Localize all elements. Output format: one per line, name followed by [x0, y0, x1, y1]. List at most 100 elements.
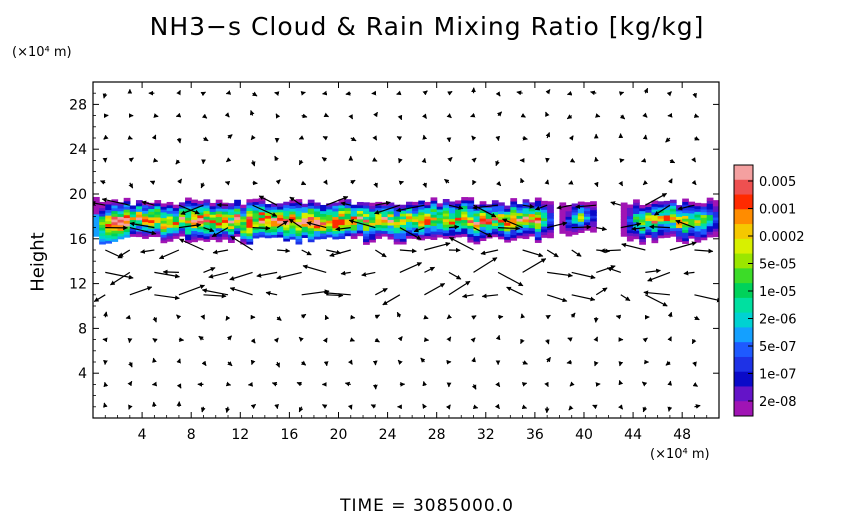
- cloud-cell: [682, 209, 689, 214]
- cloud-cell: [326, 211, 333, 216]
- cloud-cell: [344, 210, 352, 214]
- cloud-cell: [160, 225, 168, 230]
- cloud-cell: [694, 202, 702, 207]
- cloud-cell: [473, 218, 481, 222]
- cloud-cell: [504, 216, 511, 221]
- cloud-cell: [534, 233, 542, 238]
- cloud-cell: [258, 206, 266, 210]
- cloud-cell: [301, 217, 309, 222]
- cloud-cell: [633, 232, 640, 237]
- cloud-cell: [185, 200, 192, 204]
- wind-arrow: [200, 182, 206, 189]
- cloud-cell: [240, 232, 248, 237]
- wind-arrow: [448, 280, 471, 296]
- wind-arrow: [645, 192, 668, 206]
- wind-arrow: [472, 404, 479, 410]
- cloud-cell: [626, 212, 634, 217]
- wind-arrow: [208, 271, 229, 279]
- cloud-cell: [307, 224, 315, 229]
- cloud-cell: [320, 210, 327, 214]
- cloud-cell: [694, 228, 702, 232]
- cloud-cell: [676, 230, 683, 234]
- cloud-cell: [516, 204, 524, 208]
- wind-arrow: [422, 90, 428, 96]
- cloud-cell: [442, 229, 450, 234]
- cloud-cell: [430, 236, 438, 240]
- cloud-cell: [682, 234, 689, 239]
- wind-arrow: [301, 249, 312, 256]
- wind-arrow: [203, 136, 209, 142]
- wind-arrow: [595, 113, 601, 118]
- wind-arrow: [424, 266, 435, 273]
- wind-arrow: [448, 224, 460, 230]
- cloud-cell: [234, 230, 241, 234]
- cloud-cell: [246, 213, 254, 217]
- cloud-cell: [338, 199, 346, 203]
- wind-arrow: [323, 361, 329, 367]
- wind-arrow: [642, 112, 648, 118]
- cloud-cell: [270, 228, 278, 233]
- cloud-cell: [436, 228, 444, 232]
- cloud-cell: [448, 201, 456, 205]
- cloud-cell: [363, 238, 370, 243]
- cloud-cell: [270, 234, 278, 238]
- cloud-cell: [154, 211, 162, 215]
- wind-arrow: [495, 381, 501, 388]
- cloud-cell: [399, 204, 407, 209]
- cloud-cell: [240, 215, 248, 220]
- cloud-cell: [694, 214, 702, 218]
- wind-arrow: [692, 361, 697, 367]
- cloud-cell: [565, 213, 573, 217]
- cloud-cell: [240, 210, 248, 214]
- cloud-cell: [221, 219, 229, 223]
- cloud-cell: [264, 229, 272, 233]
- cloud-cell: [252, 226, 260, 231]
- cloud-cell: [129, 213, 137, 218]
- cloud-cell: [123, 223, 131, 227]
- cloud-cell: [688, 215, 696, 220]
- cloud-cell: [326, 234, 333, 238]
- cloud-cell: [129, 227, 137, 232]
- colorbar-label: 0.001: [759, 203, 796, 218]
- cloud-cell: [633, 207, 640, 212]
- cloud-cell: [547, 232, 554, 236]
- cloud-cell: [93, 210, 100, 215]
- cloud-cell: [688, 201, 696, 206]
- cloud-cell: [663, 200, 671, 205]
- wind-arrow: [201, 360, 207, 366]
- cloud-cell: [326, 231, 333, 235]
- cloud-cell: [301, 209, 309, 213]
- wind-arrow: [645, 268, 661, 274]
- colorbar-label: 1e-05: [759, 285, 797, 300]
- cloud-cell: [528, 202, 536, 206]
- cloud-cell: [491, 200, 499, 204]
- cloud-cell: [289, 211, 297, 215]
- cloud-cell: [442, 210, 450, 214]
- cloud-cell: [93, 233, 100, 237]
- cloud-cell: [191, 205, 198, 209]
- wind-arrow: [151, 401, 157, 407]
- cloud-cell: [209, 216, 217, 221]
- cloud-cell: [246, 218, 254, 223]
- cloud-cell: [332, 210, 340, 215]
- wind-arrow: [556, 204, 572, 210]
- cloud-cell: [301, 206, 309, 210]
- cloud-cell: [688, 207, 696, 211]
- cloud-cell: [522, 230, 530, 234]
- cloud-cell: [185, 214, 192, 218]
- wind-arrow: [175, 159, 181, 165]
- cloud-cell: [657, 220, 665, 225]
- wind-arrow: [480, 249, 499, 256]
- cloud-cell: [424, 229, 432, 234]
- wind-arrow: [277, 248, 291, 254]
- wind-arrow: [446, 314, 452, 320]
- cloud-cell: [651, 222, 659, 227]
- cloud-cell: [399, 238, 407, 242]
- wind-arrow: [225, 406, 230, 414]
- cloud-cell: [700, 222, 708, 227]
- cloud-cell: [123, 200, 131, 205]
- cloud-cell: [203, 238, 211, 242]
- cloud-cell: [381, 213, 389, 218]
- cloud-cell: [479, 217, 487, 222]
- cloud-cell: [491, 222, 499, 226]
